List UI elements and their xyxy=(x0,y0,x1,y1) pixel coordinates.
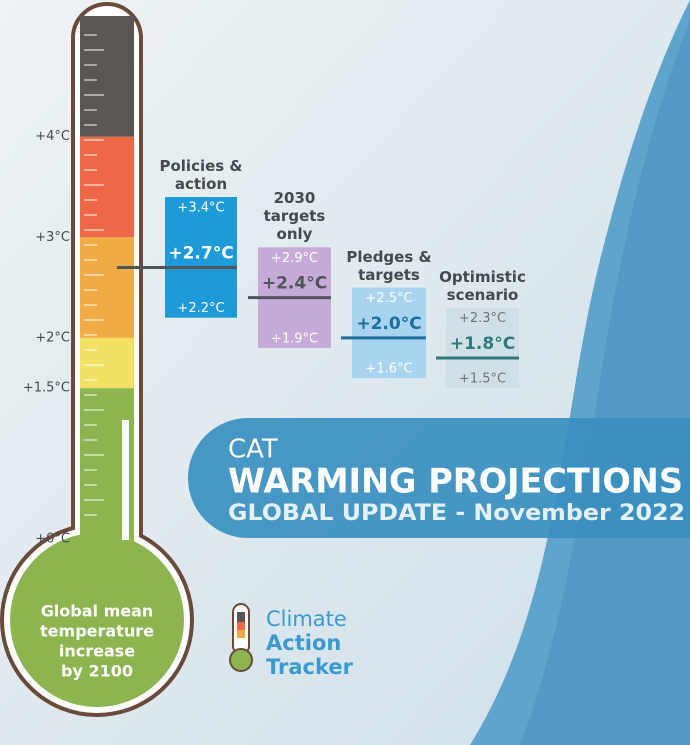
high-label: +2.3°C xyxy=(459,311,506,326)
bulb-text: Global mean xyxy=(41,602,154,621)
range-box xyxy=(165,197,237,318)
y-tick-label: +0°C xyxy=(35,532,70,547)
range-box xyxy=(352,287,426,379)
y-tick-label: +1.5°C xyxy=(23,381,70,396)
bulb-text: by 2100 xyxy=(61,662,133,681)
central-label: +1.8°C xyxy=(450,334,515,354)
legend-label: Optimistic scenario xyxy=(439,267,526,304)
legend-label: Policies & action xyxy=(159,157,243,194)
central-label: +2.0°C xyxy=(356,314,421,334)
logo-icon xyxy=(229,603,253,672)
logo-text: Action xyxy=(266,631,341,655)
legend-label: Pledges & targets xyxy=(346,247,432,284)
low-label: +1.6°C xyxy=(365,362,412,377)
background-curve xyxy=(520,20,690,745)
legend-label: 2030 targets only xyxy=(263,189,326,244)
thermometer-band xyxy=(80,237,134,338)
thermometer-band xyxy=(80,136,134,238)
banner-subtitle: GLOBAL UPDATE - November 2022 xyxy=(228,501,685,526)
high-label: +3.4°C xyxy=(177,201,224,216)
logo-text: Climate xyxy=(266,607,347,631)
thermometer-marker xyxy=(122,420,129,540)
banner xyxy=(188,418,690,538)
bulb-text: increase xyxy=(59,642,135,661)
central-label: +2.7°C xyxy=(168,243,233,263)
banner-title: WARMING PROJECTIONS xyxy=(228,462,683,502)
banner-kicker: CAT xyxy=(228,435,278,465)
thermometer-band xyxy=(80,539,134,579)
low-label: +2.2°C xyxy=(177,301,224,316)
logo-text: Tracker xyxy=(266,655,354,679)
high-label: +2.9°C xyxy=(271,251,318,266)
y-tick-label: +4°C xyxy=(35,129,70,144)
low-label: +1.5°C xyxy=(459,372,506,387)
central-label: +2.4°C xyxy=(262,274,327,294)
high-label: +2.5°C xyxy=(365,291,412,306)
bulb-text: temperature xyxy=(40,622,154,641)
y-tick-label: +3°C xyxy=(35,230,70,245)
thermometer-band xyxy=(80,16,134,137)
thermometer-bulb xyxy=(10,533,184,707)
y-tick-label: +2°C xyxy=(35,330,70,345)
range-box xyxy=(446,307,519,389)
low-label: +1.9°C xyxy=(271,331,318,346)
